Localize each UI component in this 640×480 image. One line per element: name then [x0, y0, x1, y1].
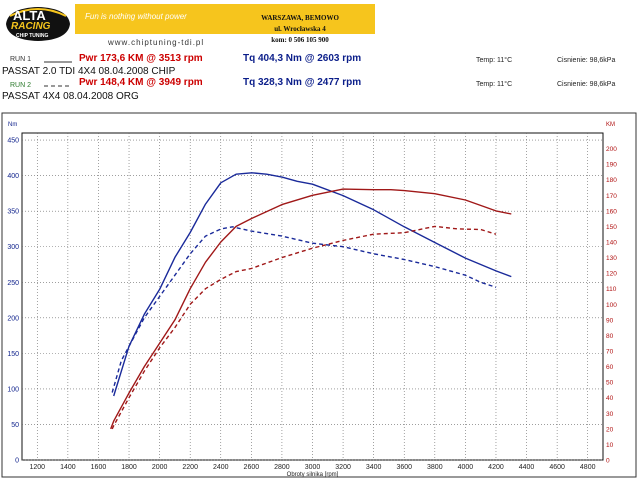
y-tick-label: 50 — [11, 422, 19, 429]
y2-tick-label: 190 — [606, 162, 617, 169]
y-tick-label: 150 — [7, 351, 19, 358]
run2-line-sample — [44, 85, 72, 87]
y2-tick-label: 200 — [606, 146, 617, 153]
x-tick-label: 4400 — [519, 464, 535, 471]
run-legend: RUN 1 Pwr 173,6 KM @ 3513 rpm Tq 404,3 N… — [0, 52, 640, 104]
x-tick-label: 1800 — [121, 464, 137, 471]
x-tick-label: 3800 — [427, 464, 443, 471]
run1-torque: Tq 404,3 Nm @ 2603 rpm — [243, 53, 362, 64]
y2-tick-label: 80 — [606, 333, 614, 340]
address-line: ul. Wrocławska 4 — [274, 25, 326, 33]
run-1-torque-line — [113, 172, 512, 397]
run1-temp: Temp: 11°C — [476, 57, 513, 64]
y2-tick-label: 120 — [606, 271, 617, 278]
y2-tick-label: 110 — [606, 286, 617, 293]
y2-tick-label: 160 — [606, 208, 617, 215]
run1-line-sample — [44, 61, 72, 63]
y2-tick-label: 180 — [606, 177, 617, 184]
run1-power: Pwr 173,6 KM @ 3513 rpm — [79, 53, 203, 64]
alta-racing-logo — [6, 7, 70, 41]
y-tick-label: 300 — [7, 244, 19, 251]
run2-description: PASSAT 4X4 08.04.2008 ORG — [2, 91, 139, 102]
x-tick-label: 1600 — [91, 464, 107, 471]
run2-power: Pwr 148,4 KM @ 3949 rpm — [79, 77, 203, 88]
x-tick-label: 3200 — [335, 464, 351, 471]
y-tick-label: 200 — [7, 315, 19, 322]
run1-label: RUN 1 — [10, 56, 32, 63]
y-axis-label: Nm — [8, 122, 17, 128]
y2-tick-label: 60 — [606, 364, 614, 371]
x-tick-label: 1400 — [60, 464, 76, 471]
run-2-power-line — [111, 225, 497, 430]
header: ALTA RACING CHIP TUNING Fun is nothing w… — [0, 0, 640, 52]
run2-label: RUN 2 — [10, 82, 32, 89]
header-banner — [75, 4, 375, 34]
x-tick-label: 4200 — [488, 464, 504, 471]
logo-line3: CHIP TUNING — [16, 33, 49, 39]
x-tick-label: 1200 — [30, 464, 46, 471]
y2-tick-label: 10 — [606, 442, 614, 449]
y-tick-label: 0 — [15, 458, 19, 465]
x-tick-label: 2800 — [274, 464, 290, 471]
address-line: kom: 0 506 105 900 — [271, 36, 329, 44]
run2-torque: Tq 328,3 Nm @ 2477 rpm — [243, 77, 362, 88]
run2-pressure: Cisnienie: 98,6kPa — [557, 81, 616, 88]
plot-area — [21, 132, 604, 461]
x-axis-label: Obroty silnika [rpm] — [287, 472, 339, 478]
run1-description: PASSAT 2.0 TDI 4X4 08.04.2008 CHIP — [2, 66, 176, 77]
y2-tick-label: 70 — [606, 349, 614, 356]
y2-tick-label: 100 — [606, 302, 617, 309]
run2-temp: Temp: 11°C — [476, 81, 513, 88]
x-tick-label: 2600 — [244, 464, 260, 471]
slogan: Fun is nothing without power — [85, 12, 187, 21]
y2-tick-label: 0 — [606, 458, 610, 465]
x-tick-label: 3600 — [396, 464, 412, 471]
address-block: WARSZAWA, BEMOWO ul. Wrocławska 4 kom: 0… — [230, 13, 370, 46]
address-line: WARSZAWA, BEMOWO — [261, 14, 339, 22]
x-tick-label: 4600 — [549, 464, 565, 471]
y2-tick-label: 20 — [606, 426, 614, 433]
run1-pressure: Cisnienie: 98,6kPa — [557, 57, 616, 64]
y2-tick-label: 140 — [606, 240, 617, 247]
x-tick-label: 3000 — [305, 464, 321, 471]
y2-tick-label: 30 — [606, 411, 614, 418]
x-tick-label: 4000 — [458, 464, 474, 471]
x-tick-label: 2000 — [152, 464, 168, 471]
run-1-power-line — [110, 188, 512, 430]
y2-tick-label: 150 — [606, 224, 617, 231]
x-tick-label: 3400 — [366, 464, 382, 471]
x-tick-label: 4800 — [580, 464, 596, 471]
y-tick-label: 400 — [7, 173, 19, 180]
y-tick-label: 100 — [7, 386, 19, 393]
y2-tick-label: 40 — [606, 395, 614, 402]
y2-tick-label: 90 — [606, 317, 614, 324]
run-2-torque-line — [111, 226, 497, 393]
y2-tick-label: 50 — [606, 380, 614, 387]
logo-line2: RACING — [11, 21, 51, 32]
y-tick-label: 350 — [7, 209, 19, 216]
y2-axis-label: KM — [606, 122, 615, 128]
y-tick-label: 450 — [7, 138, 19, 145]
x-tick-label: 2400 — [213, 464, 229, 471]
x-tick-label: 2200 — [182, 464, 198, 471]
y-tick-label: 250 — [7, 280, 19, 287]
website-link[interactable]: www.chiptuning-tdi.pl — [108, 38, 205, 47]
y2-tick-label: 170 — [606, 193, 617, 200]
logo-line1: ALTA — [13, 8, 46, 23]
y2-tick-label: 130 — [606, 255, 617, 262]
chart-frame — [1, 112, 637, 478]
